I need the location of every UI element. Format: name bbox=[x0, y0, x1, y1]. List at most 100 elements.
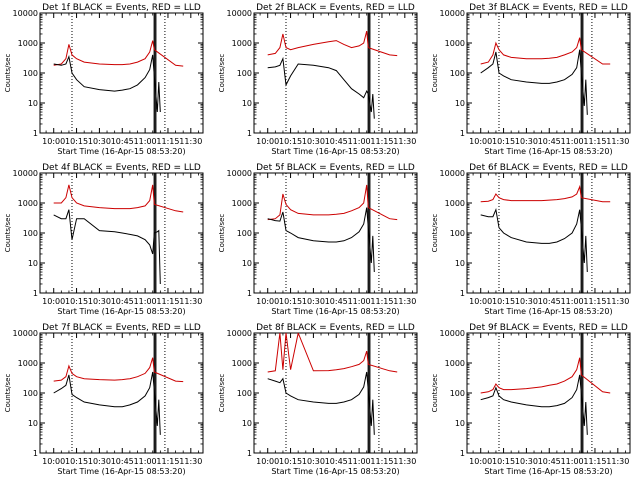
x-tick-label: 10:45 bbox=[111, 297, 134, 306]
x-axis-label: Start Time (16-Apr-15 08:53:20) bbox=[57, 147, 185, 156]
x-tick-label: 10:15 bbox=[279, 137, 302, 146]
x-tick-label: 11:30 bbox=[606, 457, 629, 466]
x-tick-label: 11:00 bbox=[561, 297, 584, 306]
y-tick-label: 100 bbox=[237, 69, 252, 78]
x-axis-label: Start Time (16-Apr-15 08:53:20) bbox=[271, 467, 399, 476]
y-axis-label: Counts/sec bbox=[4, 374, 12, 413]
y-tick-label: 1 bbox=[460, 289, 465, 298]
x-tick-label: 10:45 bbox=[111, 457, 134, 466]
y-axis-label: Counts/sec bbox=[218, 54, 226, 93]
y-tick-label: 1000 bbox=[232, 39, 252, 48]
chart-title: Det 7f BLACK = Events, RED = LLD bbox=[42, 323, 201, 333]
y-tick-label: 10 bbox=[242, 259, 252, 268]
y-tick-label: 10000 bbox=[440, 329, 465, 338]
x-tick-label: 10:45 bbox=[325, 457, 348, 466]
x-tick-label: 11:30 bbox=[606, 137, 629, 146]
black-events-series-line bbox=[267, 371, 375, 435]
x-tick-label: 10:30 bbox=[302, 457, 325, 466]
y-tick-label: 10000 bbox=[227, 9, 252, 18]
y-tick-label: 10 bbox=[455, 259, 465, 268]
black-events-series-line bbox=[267, 207, 375, 273]
y-tick-label: 1 bbox=[460, 449, 465, 458]
y-tick-label: 10 bbox=[242, 419, 252, 428]
y-axis-label: Counts/sec bbox=[218, 214, 226, 253]
x-tick-label: 10:15 bbox=[65, 297, 88, 306]
x-tick-label: 11:15 bbox=[370, 297, 393, 306]
x-axis-label: Start Time (16-Apr-15 08:53:20) bbox=[484, 147, 612, 156]
red-lld-series-line bbox=[267, 30, 398, 57]
chart-title: Det 8f BLACK = Events, RED = LLD bbox=[256, 323, 415, 333]
red-lld-series-line bbox=[480, 184, 611, 203]
chart-panel: Det 4f BLACK = Events, RED = LLD 1 10 100 10… bbox=[4, 163, 204, 316]
y-tick-label: 100 bbox=[237, 229, 252, 238]
y-tick-label: 1000 bbox=[18, 199, 38, 208]
x-tick-label: 11:15 bbox=[583, 457, 606, 466]
x-tick-label: 11:00 bbox=[561, 457, 584, 466]
x-tick-label: 10:00 bbox=[256, 137, 279, 146]
x-tick-label: 10:00 bbox=[256, 297, 279, 306]
y-tick-label: 1000 bbox=[18, 359, 38, 368]
plot-frame bbox=[39, 332, 204, 454]
x-tick-label: 11:00 bbox=[561, 137, 584, 146]
black-events-series-line bbox=[53, 209, 161, 285]
y-tick-label: 1000 bbox=[18, 39, 38, 48]
x-tick-label: 11:15 bbox=[370, 137, 393, 146]
y-tick-label: 1 bbox=[33, 449, 38, 458]
chart-title: Det 5f BLACK = Events, RED = LLD bbox=[256, 163, 415, 173]
x-tick-label: 10:30 bbox=[88, 457, 111, 466]
x-tick-label: 10:45 bbox=[325, 137, 348, 146]
red-lld-series-line bbox=[53, 40, 184, 67]
y-tick-label: 10 bbox=[28, 419, 38, 428]
x-tick-label: 10:00 bbox=[256, 457, 279, 466]
x-tick-label: 10:00 bbox=[42, 297, 65, 306]
x-tick-label: 10:30 bbox=[515, 297, 538, 306]
x-tick-label: 11:30 bbox=[606, 297, 629, 306]
x-tick-label: 11:30 bbox=[179, 137, 202, 146]
y-tick-label: 1 bbox=[247, 289, 252, 298]
y-tick-label: 10000 bbox=[227, 169, 252, 178]
y-tick-label: 10 bbox=[28, 259, 38, 268]
x-axis-label: Start Time (16-Apr-15 08:53:20) bbox=[271, 307, 399, 316]
x-tick-label: 10:15 bbox=[279, 457, 302, 466]
black-events-series-line bbox=[267, 56, 375, 119]
x-tick-label: 11:30 bbox=[393, 137, 416, 146]
y-tick-label: 1000 bbox=[445, 39, 465, 48]
chart-panel: Det 1f BLACK = Events, RED = LLD 1 10 100 10… bbox=[4, 3, 204, 156]
y-tick-label: 100 bbox=[450, 389, 465, 398]
chart-title: Det 3f BLACK = Events, RED = LLD bbox=[469, 3, 628, 13]
y-axis-label: Counts/sec bbox=[4, 214, 12, 253]
x-tick-label: 10:15 bbox=[492, 457, 515, 466]
y-tick-label: 1 bbox=[460, 129, 465, 138]
x-tick-label: 10:30 bbox=[88, 137, 111, 146]
y-tick-label: 10 bbox=[455, 419, 465, 428]
y-tick-label: 1 bbox=[247, 129, 252, 138]
x-tick-label: 10:45 bbox=[538, 457, 561, 466]
red-lld-series-line bbox=[53, 357, 184, 383]
black-events-series-line bbox=[53, 54, 161, 113]
chart-panel: Det 6f BLACK = Events, RED = LLD 1 10 100 10… bbox=[431, 163, 631, 316]
y-tick-label: 1 bbox=[33, 129, 38, 138]
x-tick-label: 10:15 bbox=[279, 297, 302, 306]
y-tick-label: 1000 bbox=[445, 199, 465, 208]
x-tick-label: 10:45 bbox=[538, 297, 561, 306]
plot-frame bbox=[466, 172, 631, 294]
y-axis-label: Counts/sec bbox=[4, 54, 12, 93]
y-tick-label: 100 bbox=[450, 69, 465, 78]
plot-frame bbox=[253, 172, 418, 294]
x-tick-label: 10:00 bbox=[42, 137, 65, 146]
x-tick-label: 11:00 bbox=[348, 457, 371, 466]
y-axis-label: Counts/sec bbox=[218, 374, 226, 413]
y-tick-label: 100 bbox=[23, 229, 38, 238]
x-tick-label: 11:15 bbox=[583, 137, 606, 146]
x-tick-label: 10:45 bbox=[111, 137, 134, 146]
x-tick-label: 11:30 bbox=[393, 457, 416, 466]
x-tick-label: 11:30 bbox=[393, 297, 416, 306]
x-tick-label: 11:00 bbox=[348, 297, 371, 306]
x-tick-label: 11:00 bbox=[134, 297, 157, 306]
chart-title: Det 2f BLACK = Events, RED = LLD bbox=[256, 3, 415, 13]
black-events-series-line bbox=[480, 374, 588, 435]
plot-frame bbox=[466, 332, 631, 454]
red-lld-series-line bbox=[480, 37, 611, 65]
x-tick-label: 10:15 bbox=[492, 137, 515, 146]
